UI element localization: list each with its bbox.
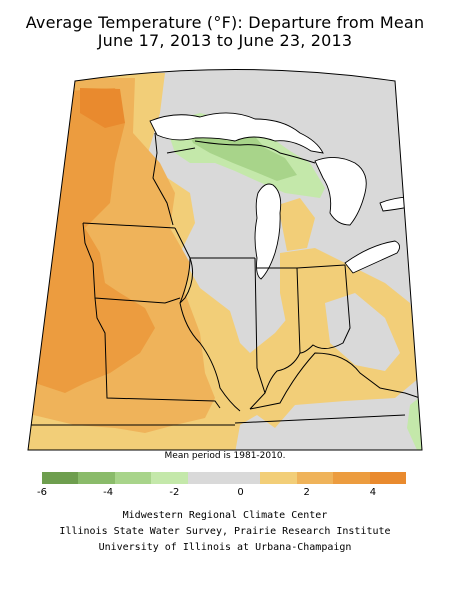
map-date-range: June 17, 2013 to June 23, 2013 (97, 31, 353, 50)
legend-tick-label: -6 (37, 487, 47, 498)
legend-tick-label: 2 (303, 487, 310, 498)
map-title: Average Temperature (°F): Departure from… (25, 13, 425, 32)
credit-line-3: University of Illinois at Urbana-Champai… (98, 542, 352, 553)
legend-swatch (114, 472, 152, 484)
legend-tick-label: 4 (369, 487, 377, 498)
color-legend (42, 472, 407, 484)
credit-line-1: Midwestern Regional Climate Center (122, 510, 328, 521)
legend-tick-label: -2 (169, 487, 180, 498)
credit-line-2: Illinois State Water Survey, Prairie Res… (59, 526, 391, 537)
legend-swatch (187, 472, 225, 484)
legend-swatch (369, 472, 407, 484)
legend-swatch (260, 472, 297, 484)
legend-swatch (333, 472, 370, 484)
mean-period-note: Mean period is 1981-2010. (164, 451, 286, 461)
map-frame (27, 69, 423, 451)
legend-swatch (42, 472, 79, 484)
warm-zone-above4 (80, 88, 125, 128)
lake-huron (314, 157, 367, 226)
warm-zone-3to4 (35, 88, 155, 393)
lake-erie (344, 240, 400, 274)
legend-swatch (151, 472, 188, 484)
legend-swatch (78, 472, 115, 484)
neutral-patch-east (325, 293, 400, 371)
lake-superior (149, 112, 324, 154)
legend-tick-label: -4 (103, 487, 114, 498)
temperature-departure-map (25, 53, 425, 453)
legend-swatch (296, 472, 334, 484)
legend-tick-labels: -6 -4 -2 0 2 4 (37, 487, 406, 501)
legend-tick-label: 0 (237, 487, 244, 498)
warm-patch-michigan (278, 198, 315, 251)
state-borders (28, 132, 421, 426)
legend-swatch (224, 472, 261, 484)
